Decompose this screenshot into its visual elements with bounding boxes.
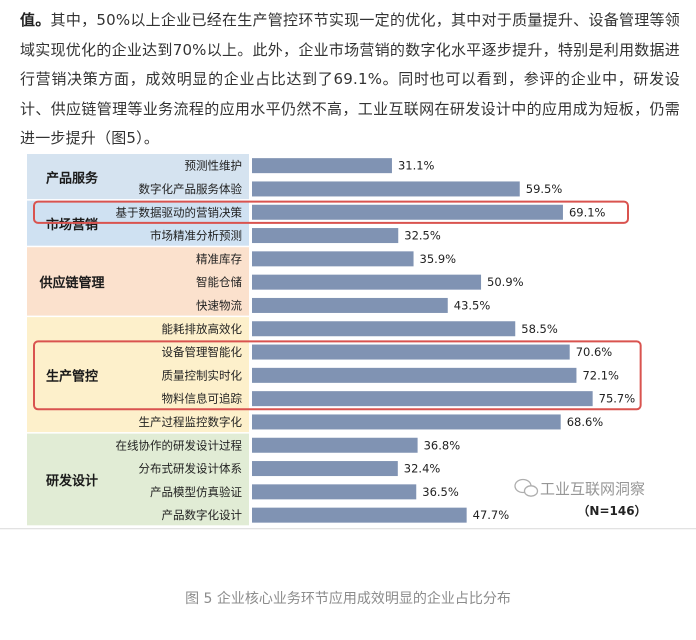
group-background-2 [27,247,249,316]
bar [252,437,418,453]
category-label: 市场精准分析预测 [150,229,242,243]
category-label: 物料信息可追踪 [162,392,243,406]
data-label: 43.5% [454,298,491,312]
data-label: 31.1% [398,159,435,173]
category-label: 基于数据驱动的营销决策 [116,205,243,219]
category-label: 生产过程监控数字化 [139,415,243,429]
category-label: 快速物流 [196,298,242,312]
bar [252,484,417,500]
figure-caption: 图 5 企业核心业务环节应用成效明显的企业占比分布 [185,591,511,607]
highlight-box [33,200,629,224]
data-label: 50.9% [487,275,524,289]
highlight-box [33,340,642,411]
data-label: 75.7% [599,392,636,406]
data-label: 58.5% [521,322,558,336]
bar [252,251,414,267]
intro-paragraph: 值。其中，50%以上企业已经在生产管控环节实现一定的优化，其中对于质量提升、设备… [20,6,680,154]
intro-text: 其中，50%以上企业已经在生产管控环节实现一定的优化，其中对于质量提升、设备管理… [20,11,680,147]
bar [252,321,516,337]
data-label: 72.1% [582,368,619,382]
category-label: 设备管理智能化 [162,345,243,359]
group-label: 研发设计 [46,473,98,489]
data-label: 32.4% [404,462,441,476]
bar [252,204,563,220]
wechat-icon [514,478,539,497]
data-label: 35.9% [420,252,457,266]
bar [252,344,570,360]
bar [252,181,520,197]
data-label: 70.6% [576,345,613,359]
bar [252,507,467,523]
bar [252,228,399,244]
category-label: 在线协作的研发设计过程 [116,438,243,452]
bar [252,274,482,290]
group-background-0 [27,154,249,200]
bar [252,158,392,174]
category-label: 精准库存 [196,252,242,266]
group-background-3 [27,317,249,433]
data-label: 36.8% [424,438,461,452]
data-label: 68.6% [567,415,604,429]
sample-size-note: （N=146） [577,503,646,518]
category-label: 预测性维护 [185,159,243,173]
category-label: 质量控制实时化 [162,368,243,382]
category-label: 产品模型仿真验证 [150,485,242,499]
data-label: 32.5% [404,229,441,243]
group-label: 产品服务 [46,170,99,186]
bar [252,461,398,477]
category-label: 智能仓储 [196,275,242,289]
bars: 预测性维护 31.1% 数字化产品服务体验 59.5% 基于数据驱动的营销决策 69.1%… [116,158,636,523]
group-label: 供应链管理 [38,275,104,291]
bar [252,391,593,407]
bar [252,367,577,383]
highlight-boxes [33,200,642,411]
watermark: 工业互联网洞察 [514,478,645,498]
group-label: 生产管控 [46,368,98,384]
data-label: 47.7% [473,508,510,522]
category-label: 产品数字化设计 [162,508,243,522]
watermark-text: 工业互联网洞察 [540,480,645,498]
bar [252,297,448,313]
data-label: 36.5% [422,485,459,499]
bar [252,414,561,430]
category-label: 分布式研发设计体系 [139,462,243,476]
group-background-4 [27,433,249,526]
intro-lead: 值。 [20,11,51,29]
data-label: 59.5% [526,182,563,196]
category-label: 数字化产品服务体验 [139,182,243,196]
group-label: 市场营销 [46,217,98,233]
data-label: 69.1% [569,205,606,219]
category-label: 能耗排放高效化 [162,322,243,336]
